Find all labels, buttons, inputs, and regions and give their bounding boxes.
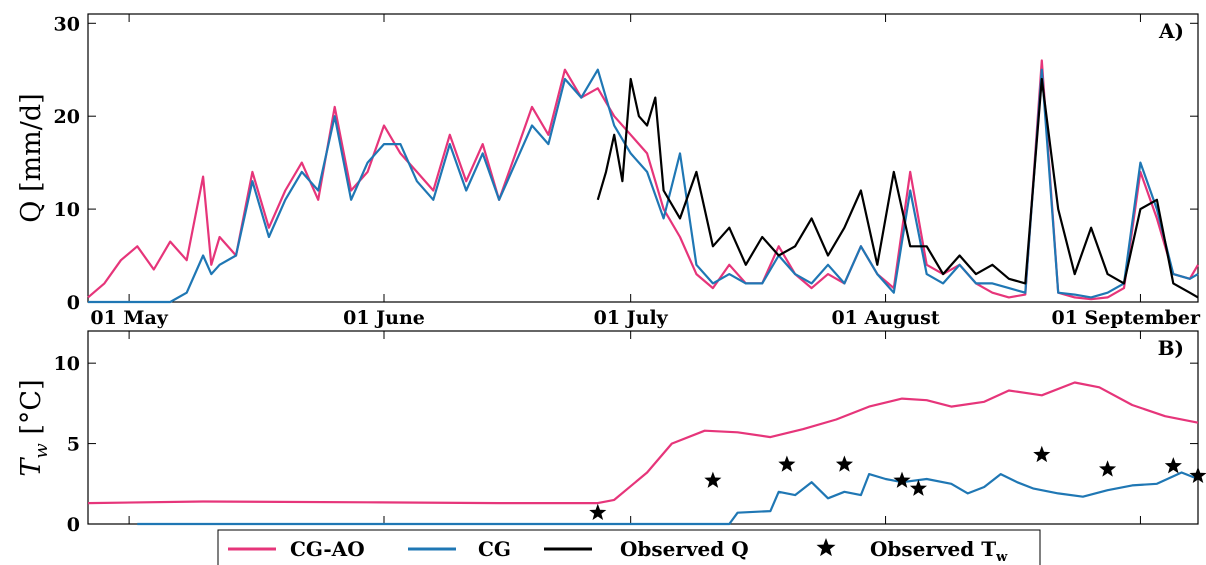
y-tick-label: 5 — [67, 434, 80, 456]
legend-label-cg-ao: CG-AO — [290, 537, 365, 561]
legend-star-marker — [816, 538, 836, 557]
y-tick-label: 20 — [54, 106, 80, 128]
legend-star-icon — [816, 538, 836, 557]
y-tick-label: 0 — [67, 292, 80, 314]
observed-tw-point — [1099, 460, 1117, 477]
panel-a-label: A) — [1158, 19, 1184, 43]
x-tick-label: 01 August — [831, 307, 939, 329]
panel-a-frame — [87, 13, 1199, 303]
observed-tw-point — [893, 471, 911, 488]
observed-tw-point — [589, 503, 607, 520]
y-tick-label: 0 — [67, 514, 80, 536]
x-tick-label: 01 May — [90, 307, 168, 329]
panel-b-label: B) — [1158, 336, 1184, 360]
observed-tw-point — [1189, 466, 1206, 483]
panel-b-water-temperature: B) Tw [°C] 0 5 10 — [16, 330, 1206, 536]
y-tick-label: 10 — [54, 199, 80, 221]
observed-tw-point — [909, 479, 927, 496]
x-tick-label: 01 June — [343, 307, 425, 329]
observed-tw-point — [1164, 457, 1182, 474]
legend-label-cg: CG — [478, 537, 511, 561]
panel-a-discharge: A) Q [mm/d] 0 10 20 30 01 May 01 June 01 July 0… — [16, 13, 1201, 329]
legend-label-observed-tw: Observed Tw — [870, 537, 1008, 565]
y-tick-label: 30 — [54, 13, 80, 35]
x-tick-label: 01 September — [1051, 307, 1200, 329]
legend: CG-AO CG Observed Q Observed Tw — [217, 529, 1041, 565]
panel-b-ylabel: Tw [°C] — [16, 379, 52, 476]
panel-b-frame — [87, 330, 1199, 525]
series-line-observed-q — [596, 77, 1199, 299]
observed-tw-point — [1033, 445, 1051, 463]
x-tick-label: 01 July — [594, 307, 669, 329]
panel-a-ylabel: Q [mm/d] — [16, 93, 47, 222]
series-line-cg-ao — [87, 381, 1199, 505]
legend-label-observed-q: Observed Q — [620, 537, 749, 561]
observed-tw-point — [835, 455, 853, 472]
legend-box — [217, 529, 1041, 565]
series-line-cg-ao — [87, 59, 1199, 301]
series-line-cg — [137, 471, 1199, 526]
series-line-cg — [88, 68, 1199, 304]
observed-tw-point — [778, 455, 796, 472]
y-tick-label: 10 — [54, 353, 80, 375]
observed-tw-point — [704, 471, 722, 488]
